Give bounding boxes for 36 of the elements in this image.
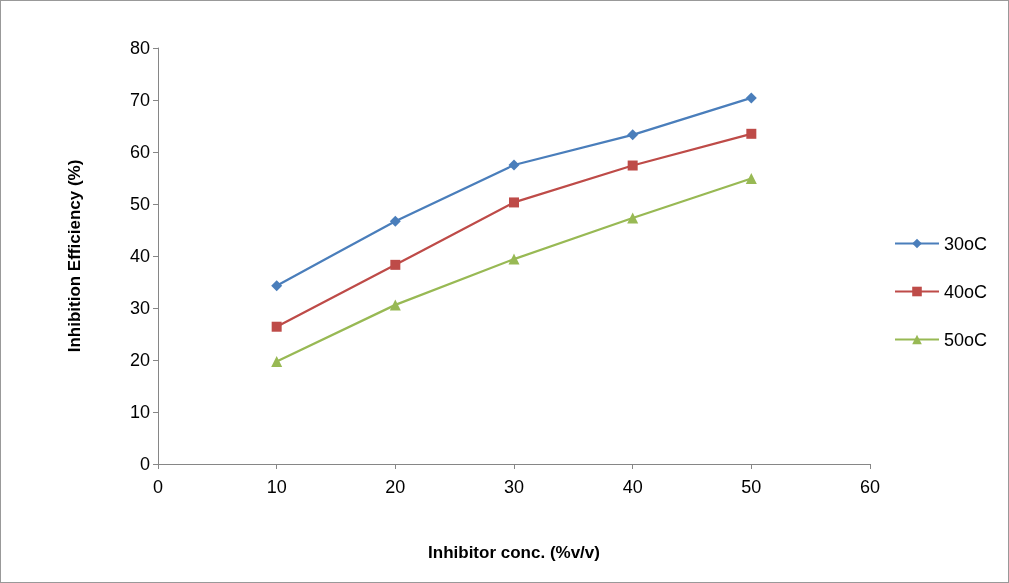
y-tick-label: 10	[129, 402, 150, 422]
point	[271, 356, 283, 368]
point	[389, 299, 401, 311]
point	[508, 159, 520, 171]
x-axis-title: Inhibitor conc. (%v/v)	[428, 543, 600, 562]
x-tick-label: 60	[859, 477, 881, 497]
y-axis-title: Inhibition Efficiency (%)	[65, 159, 84, 353]
y-tick-label: 20	[129, 350, 150, 370]
point	[271, 321, 282, 332]
point	[745, 92, 757, 104]
y-tick-label: 80	[129, 38, 150, 58]
point	[627, 129, 639, 141]
y-tick-label: 0	[139, 454, 150, 474]
y-tick-label: 60	[129, 142, 150, 162]
y-tick-label: 40	[129, 246, 150, 266]
point	[390, 259, 401, 270]
point	[509, 197, 519, 208]
point	[508, 253, 520, 265]
point	[627, 212, 639, 224]
point	[271, 280, 283, 292]
x-tick-label: 0	[152, 477, 164, 497]
point	[745, 173, 757, 185]
x-tick-label: 20	[385, 477, 406, 497]
x-tick-label: 10	[266, 477, 287, 497]
point	[627, 160, 638, 171]
legend-label: 50oC	[944, 329, 988, 350]
legend-label: 30oC	[944, 233, 988, 254]
point	[746, 128, 757, 139]
legend-label: 40oC	[944, 281, 988, 302]
point	[389, 215, 401, 227]
y-tick-label: 70	[129, 90, 150, 110]
x-tick-label: 50	[741, 477, 762, 497]
x-tick-label: 30	[503, 477, 525, 497]
x-tick-label: 40	[622, 477, 643, 497]
y-tick-label: 50	[129, 194, 150, 214]
y-tick-label: 30	[129, 298, 150, 318]
